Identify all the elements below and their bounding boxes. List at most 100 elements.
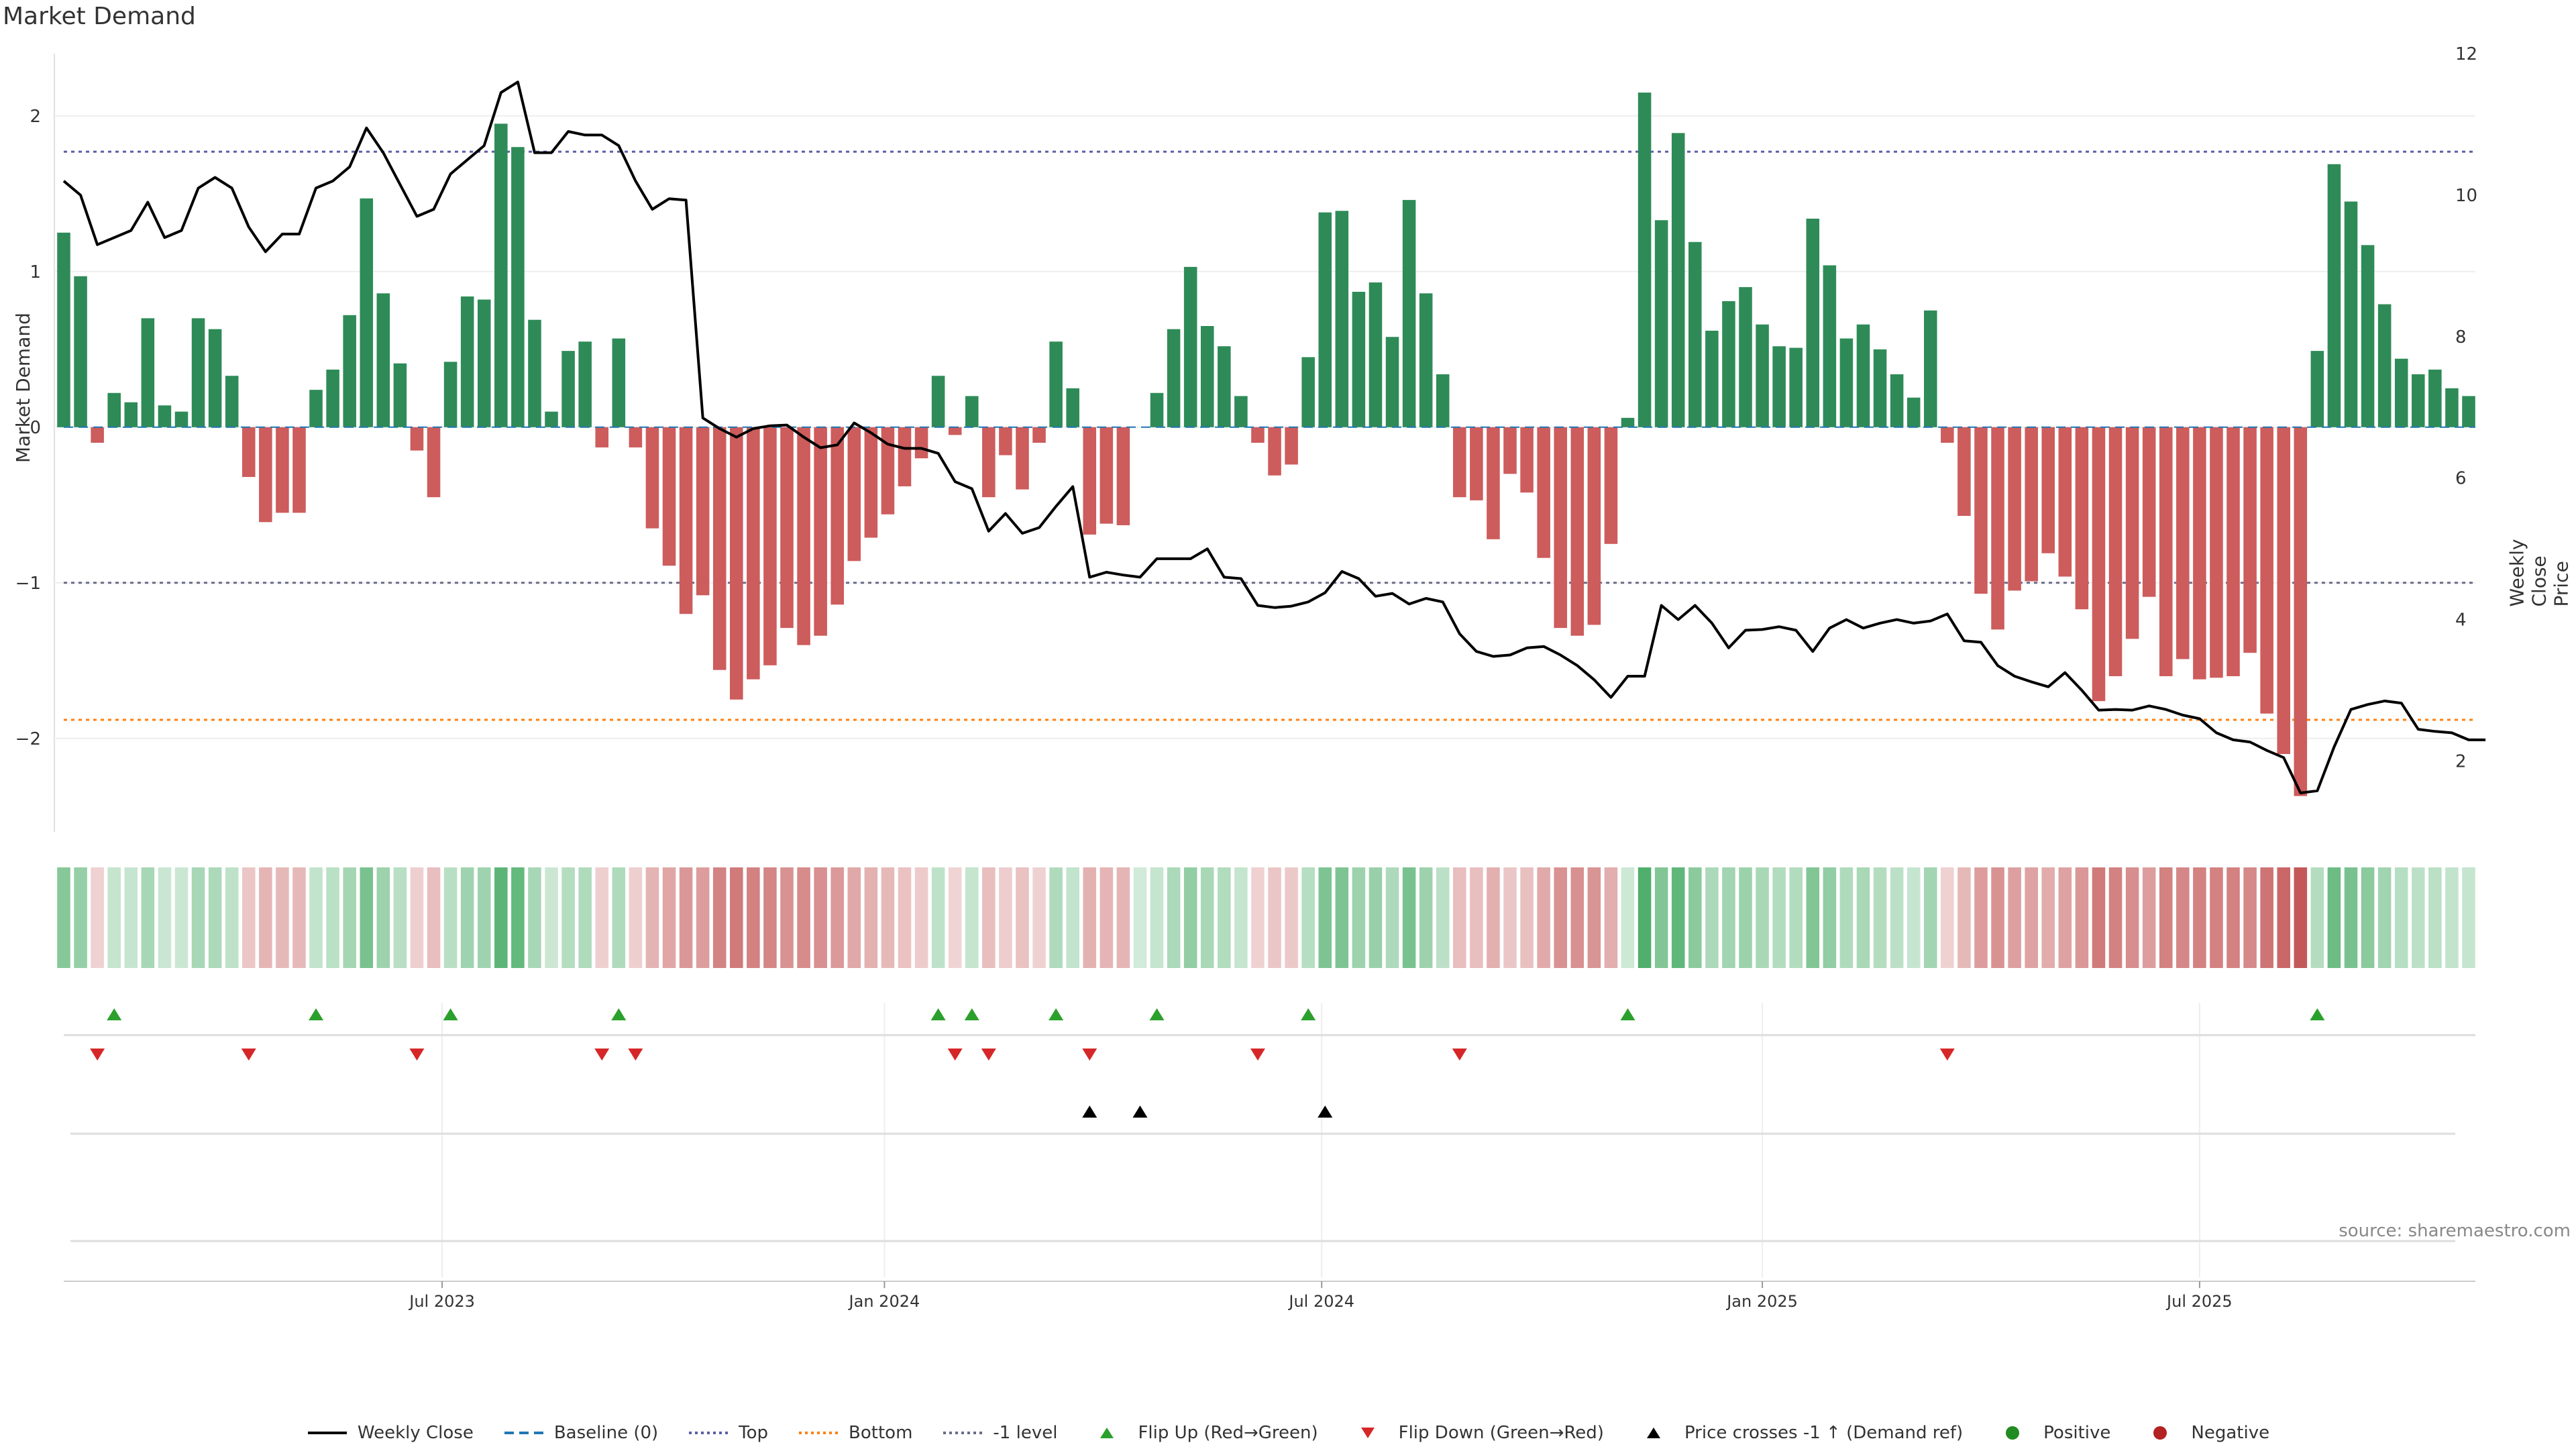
heat-cell (629, 867, 643, 968)
heat-cell (2377, 867, 2392, 968)
heat-cell (427, 867, 441, 968)
price-cross-marker (1132, 1106, 1148, 1118)
heat-cell (460, 867, 474, 968)
demand-bar (2058, 427, 2072, 577)
demand-bar (1520, 427, 1534, 493)
heat-cell (2462, 867, 2475, 968)
heat-cell (561, 867, 575, 968)
left-tick-label: 1 (30, 262, 41, 282)
demand-bar (1470, 427, 1483, 500)
heat-cell (2277, 867, 2291, 968)
heat-cell (2428, 867, 2442, 968)
flip-up-marker (1049, 1008, 1064, 1020)
heat-cell (241, 867, 256, 968)
heat-cell (158, 867, 172, 968)
demand-bar (1385, 337, 1399, 427)
demand-bar (1991, 427, 2004, 630)
demand-bar (2462, 396, 2475, 427)
demand-bar (511, 147, 525, 427)
demand-bar (2142, 427, 2156, 597)
demand-bar (174, 411, 189, 427)
demand-bar (124, 402, 138, 427)
heat-cell (1335, 867, 1349, 968)
heat-cell (830, 867, 844, 968)
heat-cell (1570, 867, 1585, 968)
demand-bar (965, 396, 979, 427)
demand-bar (1856, 324, 1870, 427)
demand-bar (1839, 338, 1854, 427)
heat-cell (1352, 867, 1366, 968)
heat-cell (1503, 867, 1517, 968)
heat-cell (1419, 867, 1433, 968)
legend-label: Positive (2043, 1422, 2111, 1443)
demand-bar (864, 427, 878, 538)
demand-bar (1368, 282, 1383, 427)
heat-cell (1133, 867, 1147, 968)
heat-cell (1671, 867, 1685, 968)
heat-cell (494, 867, 508, 968)
demand-bar (2327, 164, 2341, 427)
heat-cell (780, 867, 794, 968)
demand-bar (1218, 346, 1231, 427)
demand-bar (1016, 427, 1029, 490)
demand-bar (225, 376, 239, 427)
demand-bar (1352, 291, 1366, 427)
legend-label: Negative (2191, 1422, 2270, 1443)
heat-cell (1368, 867, 1383, 968)
heat-cell (1654, 867, 1668, 968)
demand-bar (578, 341, 592, 427)
heat-cell (1839, 867, 1854, 968)
heat-cell (931, 867, 945, 968)
demand-bar (730, 427, 743, 700)
demand-bar (1301, 357, 1315, 427)
demand-bar (1638, 93, 1652, 427)
left-tick-label: 2 (30, 107, 41, 127)
heat-cell (881, 867, 895, 968)
right-tick-label: 12 (2455, 44, 2477, 64)
demand-bar (1419, 293, 1433, 427)
demand-bar (1688, 241, 1702, 427)
legend-item: Flip Down (Green→Red) (1348, 1423, 1604, 1443)
heat-cell (763, 867, 777, 968)
heat-cell (545, 867, 558, 968)
demand-bar (1032, 427, 1046, 443)
legend-label: Bottom (849, 1422, 913, 1443)
right-tick-label: 6 (2455, 469, 2467, 489)
source-credit: source: sharemaestro.com (2339, 1221, 2571, 1241)
demand-bar (999, 427, 1012, 455)
demand-bar (629, 427, 643, 447)
page-title: Market Demand (3, 3, 196, 30)
demand-bar (74, 276, 87, 427)
heat-cell (1301, 867, 1315, 968)
heat-cell (511, 867, 525, 968)
demand-bar (2210, 427, 2223, 678)
heat-cell (696, 867, 710, 968)
heat-cell (292, 867, 306, 968)
heat-cell (2210, 867, 2223, 968)
demand-bar (1116, 427, 1130, 525)
legend-item: Price crosses -1 ↑ (Demand ref) (1633, 1423, 1963, 1443)
demand-bar (309, 390, 323, 427)
price-cross-marker (1318, 1106, 1333, 1118)
heat-cell (376, 867, 390, 968)
demand-bar (712, 427, 727, 670)
demand-bar (360, 198, 374, 427)
x-tick-label: Jul 2025 (2165, 1292, 2233, 1311)
left-tick-label: −2 (15, 729, 41, 749)
heat-cell (2125, 867, 2139, 968)
demand-bar (679, 427, 693, 614)
heat-cell (1016, 867, 1029, 968)
heat-cell (1554, 867, 1568, 968)
demand-bar (1537, 427, 1550, 558)
flip-down-marker (947, 1049, 963, 1061)
heat-cell (645, 867, 659, 968)
demand-bar (2277, 427, 2291, 754)
heat-cell (982, 867, 996, 968)
demand-bar (1285, 427, 1298, 465)
left-tick-label: 0 (30, 418, 41, 438)
heat-cell (107, 867, 121, 968)
heat-cell (2226, 867, 2240, 968)
demand-bar (1200, 326, 1214, 427)
demand-bar (1873, 349, 1887, 427)
